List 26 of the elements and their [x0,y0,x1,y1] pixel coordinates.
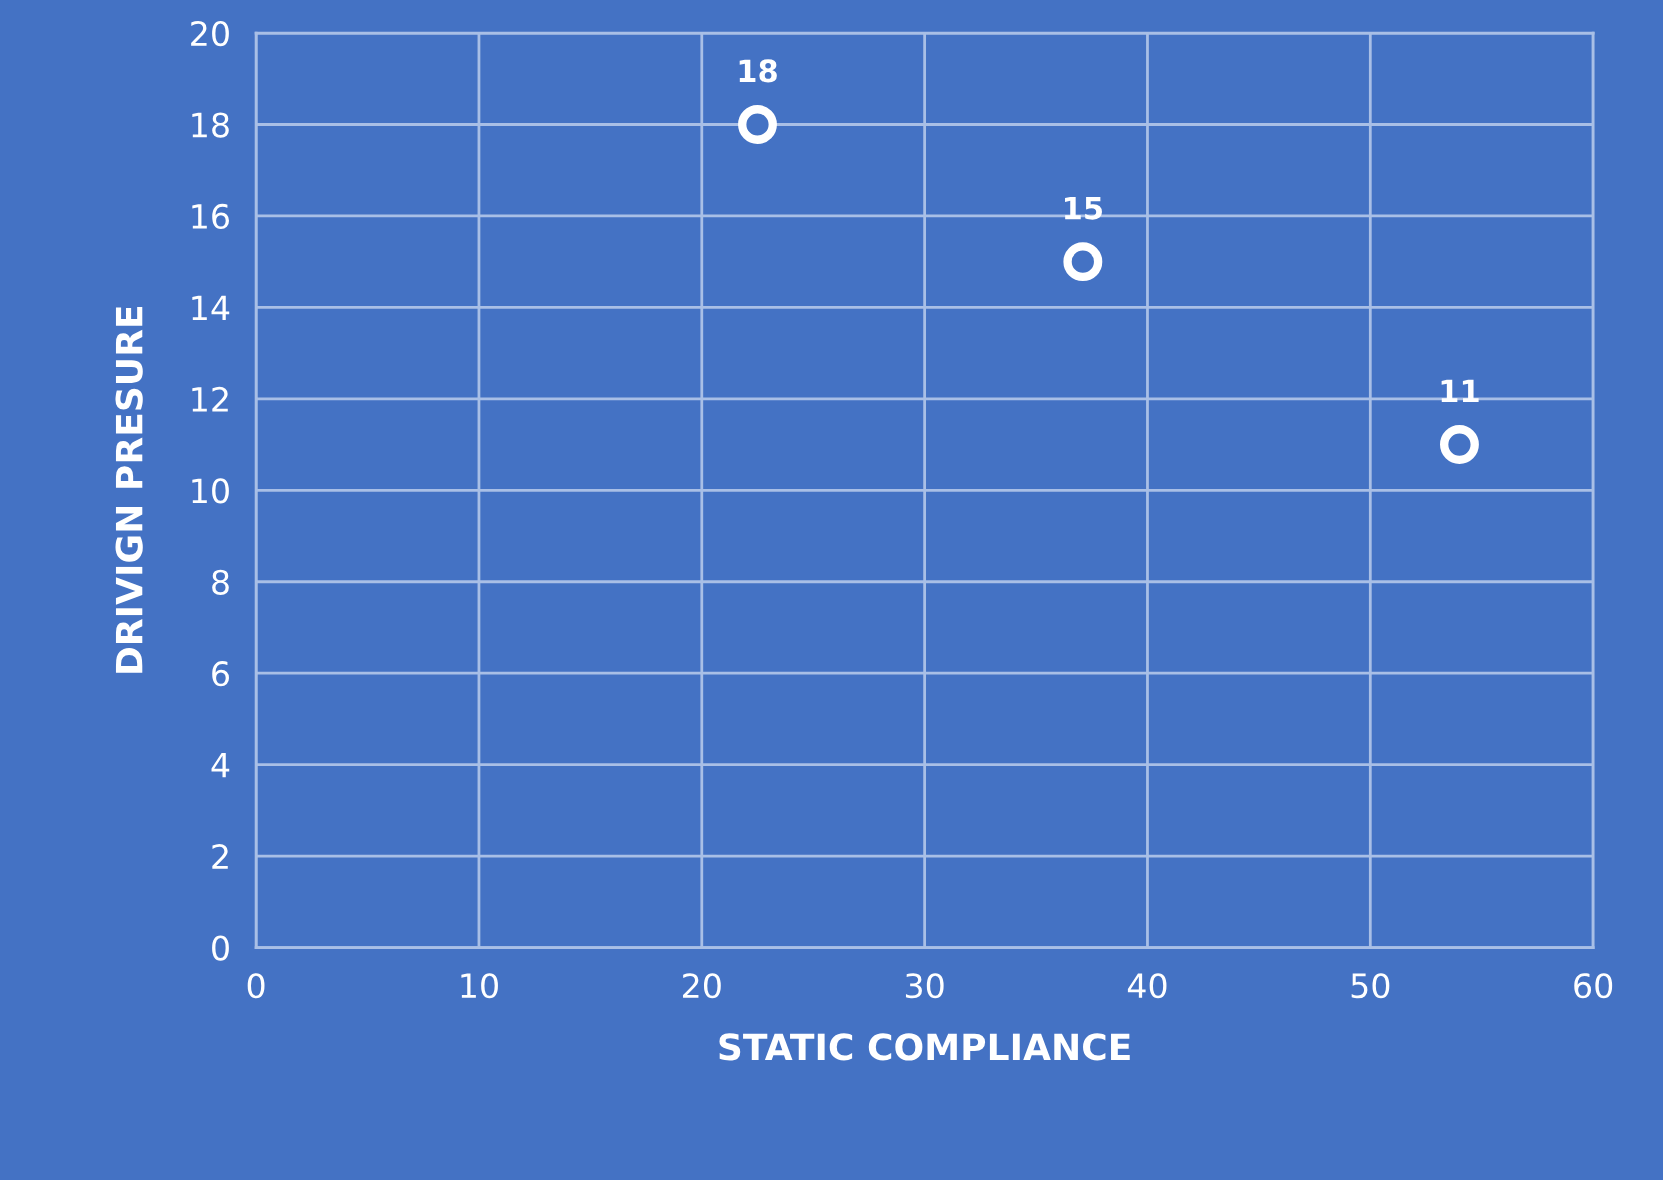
x-tick-label: 50 [1351,973,1390,999]
y-tick-label: 10 [192,478,229,504]
point [1063,242,1103,282]
y-tick-label: 0 [212,935,229,961]
x-tick-label: 10 [461,973,498,999]
y-tick-label: 2 [212,844,228,869]
y-tick-label: 6 [212,661,229,687]
x-tick-label: 20 [683,973,721,999]
x-tick-label: 30 [905,973,944,999]
point [738,105,777,144]
x-tick-label: 40 [1127,973,1167,999]
y-tick-label: 8 [212,569,229,595]
x-tick-label: 60 [1574,973,1613,999]
y-axis-title: DRIVIGN PRESURE [115,307,143,673]
y-tick-label: 16 [192,203,229,230]
data-label: 15 [1065,196,1102,220]
y-tick-label: 18 [192,112,229,138]
data-label: 18 [739,59,777,83]
point [1440,425,1479,465]
x-tick-label: 0 [247,973,265,999]
y-tick-label: 20 [191,20,229,47]
x-axis-title: STATIC COMPLIANCE [719,1033,1130,1061]
y-tick-label: 14 [192,295,230,321]
y-tick-label: 12 [192,386,228,412]
y-tick-label: 4 [211,753,230,778]
data-label: 11 [1441,379,1479,403]
